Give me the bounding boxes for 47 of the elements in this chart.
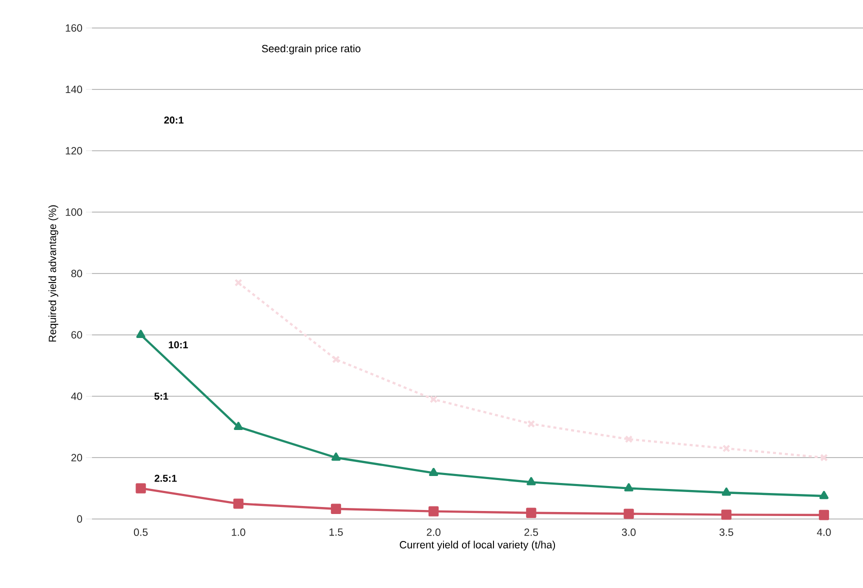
y-tick-label: 100: [66, 208, 82, 216]
point: [819, 490, 829, 500]
series-label: 2.5:1: [154, 474, 177, 482]
point: [136, 330, 146, 338]
x-tick-label: 1.5: [330, 528, 343, 536]
x-tick-label: 0.5: [134, 528, 148, 536]
point: [330, 504, 342, 514]
point: [820, 454, 828, 462]
point: [527, 420, 536, 428]
point: [331, 452, 341, 461]
y-tick-label: 40: [71, 392, 82, 400]
point: [233, 498, 244, 509]
point: [136, 483, 146, 494]
x-tick-label: 3.0: [622, 528, 636, 536]
y-tick-label: 140: [66, 86, 82, 94]
x-tick-label: 4.0: [816, 528, 831, 536]
annotation: 20:1: [164, 116, 184, 124]
point: [332, 356, 340, 364]
x-tick-label: 1.0: [232, 528, 246, 536]
point: [526, 508, 536, 518]
point: [722, 444, 730, 452]
y-tick-label: 20: [71, 454, 82, 462]
x-tick-label: 2.5: [524, 528, 538, 536]
x-tick-label: 3.5: [719, 528, 734, 536]
annotation: 5:1: [154, 392, 168, 400]
text: Seed:grain price ratio: [262, 44, 360, 54]
y-tick-label: 80: [71, 270, 82, 278]
point: [818, 510, 830, 520]
point: [624, 483, 634, 492]
y-tick-label: 0: [77, 515, 82, 523]
point: [721, 510, 732, 520]
y-tick-label: 160: [66, 24, 82, 32]
x-axis-title: Current yield of local variety (t/ha): [400, 540, 556, 551]
point: [429, 468, 438, 476]
point: [624, 435, 633, 444]
x-tick-label: 2.0: [426, 528, 440, 536]
point: [428, 506, 439, 516]
y-axis-title: Required yield advantage (%): [48, 205, 58, 342]
point: [624, 508, 634, 519]
point: [722, 488, 731, 496]
y-tick-label: 60: [71, 331, 82, 339]
y-tick-label: 120: [66, 147, 82, 154]
point: [234, 422, 243, 430]
point: [526, 477, 536, 486]
point: [234, 278, 242, 287]
series-label: 10:1: [168, 341, 188, 348]
point: [430, 395, 438, 404]
